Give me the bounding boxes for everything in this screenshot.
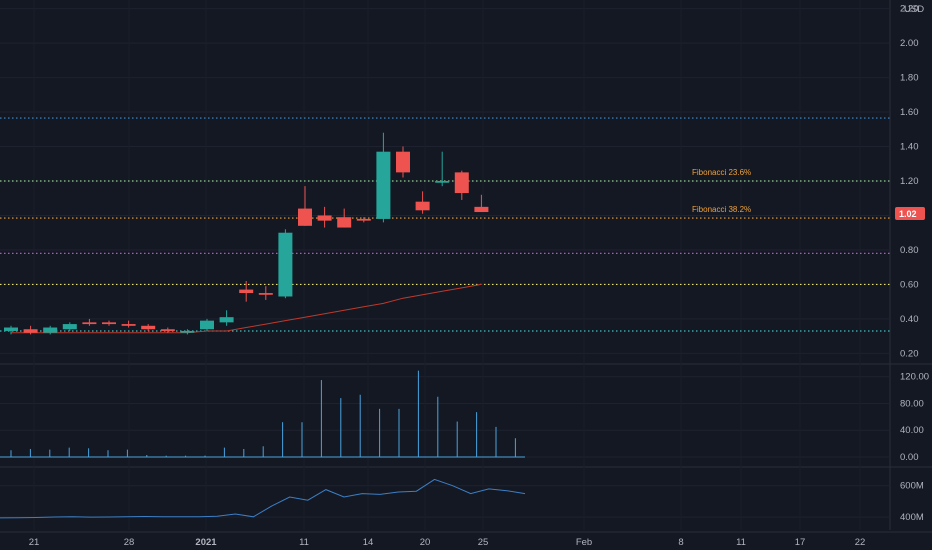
candle-body <box>239 289 254 294</box>
time-tick-label: 2021 <box>195 537 217 548</box>
price-tick-label: 2.00 <box>900 38 919 49</box>
candle-body <box>121 324 136 326</box>
fib-level-label: Fibonacci 38.2% <box>692 205 751 214</box>
price-tick-label: 1.60 <box>900 107 919 118</box>
candle-body <box>376 151 391 219</box>
candle-body <box>82 322 97 325</box>
price-tick-label: 0.80 <box>900 245 919 256</box>
candle-body <box>160 329 175 331</box>
volume-tick-label: 0.00 <box>900 452 919 463</box>
candle-body <box>23 329 38 333</box>
fib-level-label: Fibonacci 23.6% <box>692 168 751 177</box>
last-price-tag-bg <box>895 207 925 220</box>
time-tick-label: 17 <box>795 537 806 548</box>
candle-body <box>317 215 332 221</box>
time-tick-label: 25 <box>478 537 489 548</box>
candle-body <box>454 172 469 194</box>
volume-tick-label: 80.00 <box>900 398 924 409</box>
indicator-line-path <box>0 478 526 519</box>
candle-body <box>43 327 58 333</box>
candle-body <box>435 181 450 183</box>
last-price-tag: 1.02 <box>895 207 925 220</box>
axes[interactable]: USD 2.202.001.801.601.401.201.000.800.60… <box>29 4 929 548</box>
candle-body <box>298 208 312 226</box>
price-tick-label: 1.80 <box>900 73 919 84</box>
time-tick-label: 22 <box>855 537 866 548</box>
time-tick-label: 11 <box>736 537 746 548</box>
candle-body <box>356 218 371 221</box>
time-tick-label: 8 <box>678 537 683 548</box>
time-tick-label: 11 <box>299 537 309 548</box>
candle-body <box>474 206 489 213</box>
indicator-tick-label: 400M <box>900 512 924 523</box>
volume-bars <box>0 370 525 458</box>
price-tick-label: 1.20 <box>900 176 919 187</box>
candle-body <box>102 322 116 325</box>
price-tick-label: 2.20 <box>900 4 919 15</box>
volume-tick-label: 40.00 <box>900 425 924 436</box>
price-tick-label: 0.40 <box>900 314 919 325</box>
candle-body <box>180 330 195 333</box>
candlestick-series <box>4 132 489 335</box>
last-price-label: 1.02 <box>899 209 917 219</box>
price-tick-label: 0.20 <box>900 348 919 359</box>
time-tick-label: 21 <box>29 537 40 548</box>
time-tick-label: 14 <box>363 537 374 548</box>
moving-average-line <box>11 283 482 334</box>
candle-body <box>337 217 352 228</box>
candle-body <box>62 324 77 330</box>
indicator-line <box>0 478 526 519</box>
candle-body <box>396 151 410 173</box>
candle-body <box>258 293 273 295</box>
time-tick-label: 28 <box>124 537 135 548</box>
candle-body <box>415 201 430 211</box>
volume-tick-label: 120.00 <box>900 372 929 383</box>
time-tick-label: Feb <box>576 537 592 548</box>
candle-body <box>141 325 156 330</box>
moving-average <box>11 283 482 334</box>
candle-body <box>200 320 214 330</box>
indicator-tick-label: 600M <box>900 481 924 492</box>
time-tick-label: 20 <box>420 537 431 548</box>
price-tick-label: 0.60 <box>900 279 919 290</box>
candle-body <box>219 317 234 323</box>
price-tick-label: 1.40 <box>900 142 919 153</box>
candle-body <box>278 232 293 297</box>
candle-body <box>4 327 18 331</box>
currency-label: USD <box>904 4 924 15</box>
